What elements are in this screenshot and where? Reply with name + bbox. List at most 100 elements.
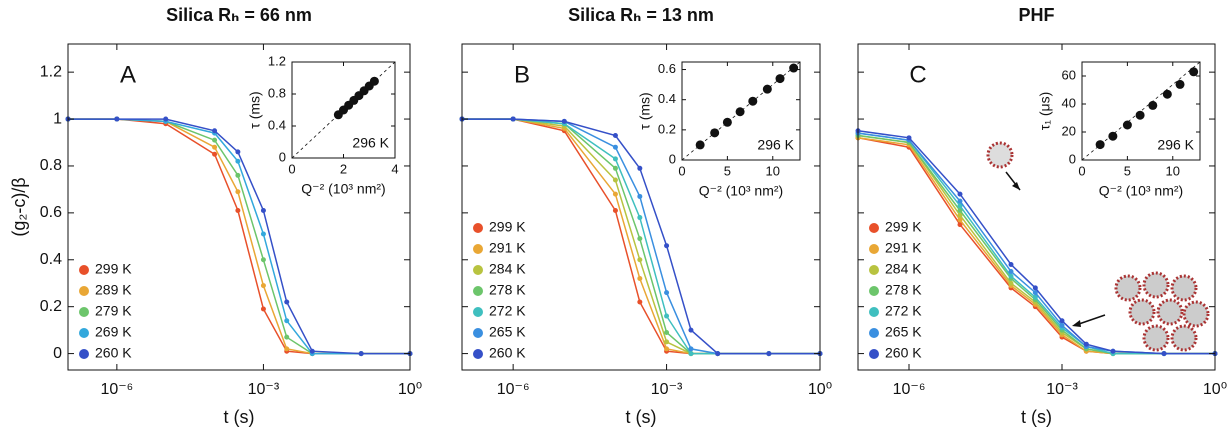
x-tick-label: 10⁻³ xyxy=(248,381,280,398)
y-tick-label: 0.4 xyxy=(268,117,286,132)
data-point xyxy=(789,63,799,73)
fit-line xyxy=(68,118,410,355)
y-tick-label: 0 xyxy=(53,345,62,362)
axes-box xyxy=(681,61,801,161)
panel-label: A xyxy=(120,61,136,88)
legend-label: 279 K xyxy=(95,303,132,319)
legend-label: 260 K xyxy=(489,345,526,361)
data-point xyxy=(1175,79,1185,89)
data-point xyxy=(637,165,643,171)
fit-line xyxy=(857,132,1215,355)
data-point xyxy=(612,165,618,171)
y-axis-label: τ₁ (μs) xyxy=(1037,92,1053,131)
data-point xyxy=(637,215,643,221)
y-tick-label: 0 xyxy=(1069,151,1076,166)
legend-marker xyxy=(869,286,879,296)
data-point xyxy=(358,351,364,357)
data-point xyxy=(957,208,963,214)
x-axis-label: t (s) xyxy=(1021,407,1052,427)
data-point xyxy=(260,257,266,263)
annotation: 296 K xyxy=(352,135,389,151)
data-point xyxy=(1032,290,1038,296)
data-point xyxy=(1162,89,1172,99)
data-point xyxy=(722,117,732,127)
data-point xyxy=(664,346,670,352)
data-point xyxy=(212,137,218,143)
data-point xyxy=(1083,341,1089,347)
data-point xyxy=(637,193,643,199)
legend-marker xyxy=(79,328,89,338)
legend-label: 260 K xyxy=(95,345,132,361)
legend-marker xyxy=(79,286,89,296)
x-tick-label: 0 xyxy=(1078,163,1085,178)
y-tick-label: 20 xyxy=(1062,123,1076,138)
data-point xyxy=(664,339,670,345)
data-point xyxy=(664,313,670,319)
data-point xyxy=(688,327,694,333)
data-point xyxy=(1122,120,1132,130)
legend-marker xyxy=(869,244,879,254)
x-axis-label: t (s) xyxy=(626,407,657,427)
data-point xyxy=(260,283,266,289)
data-point xyxy=(688,351,694,357)
arrow xyxy=(1075,314,1106,326)
arrowhead xyxy=(1072,320,1081,327)
legend-marker xyxy=(869,223,879,233)
data-point xyxy=(748,96,758,106)
legend-label: 278 K xyxy=(489,282,526,298)
data-point xyxy=(957,198,963,204)
y-tick-label: 0.2 xyxy=(40,298,62,315)
legend-marker xyxy=(473,265,483,275)
x-tick-label: 10⁰ xyxy=(1203,381,1227,398)
inset: 0 5 10 0 20 40 60 296 K Q⁻² (10³ nm²) τ₁ (μs) xyxy=(1037,61,1201,199)
data-point xyxy=(612,156,618,162)
legend-marker xyxy=(869,349,879,359)
chart-title: Silica Rₕ = 66 nm xyxy=(166,5,312,25)
data-point xyxy=(284,334,290,340)
data-point xyxy=(664,290,670,296)
data-point xyxy=(775,74,785,84)
y-axis-label: τ (ms) xyxy=(247,91,263,128)
x-tick-label: 10⁻⁶ xyxy=(893,381,926,398)
chart-title: Silica Rₕ = 13 nm xyxy=(568,5,714,25)
y-tick-label: 1 xyxy=(53,110,62,127)
legend-marker xyxy=(473,349,483,359)
data-point xyxy=(1110,348,1116,354)
data-point xyxy=(284,299,290,305)
data-point xyxy=(1161,351,1167,357)
data-point xyxy=(710,128,720,138)
fit-line xyxy=(462,118,820,355)
data-point xyxy=(1008,261,1014,267)
illustration xyxy=(986,141,1210,352)
legend-label: 299 K xyxy=(489,219,526,235)
annotation: 296 K xyxy=(757,137,794,153)
axes-box xyxy=(461,43,821,371)
data-point xyxy=(906,135,912,141)
legend-label: 278 K xyxy=(885,282,922,298)
data-point xyxy=(561,118,567,124)
x-axis-label: Q⁻² (10³ nm²) xyxy=(1099,183,1183,199)
data-point xyxy=(637,299,643,305)
data-point xyxy=(235,158,241,164)
x-tick-label: 5 xyxy=(1124,163,1131,178)
x-tick-label: 10⁻³ xyxy=(1046,381,1078,398)
data-point xyxy=(163,116,169,122)
data-point xyxy=(1059,318,1065,324)
legend-marker xyxy=(869,307,879,317)
legend-label: 299 K xyxy=(95,261,132,277)
panel: 299 K 291 K 284 K 278 K 272 K 265 K 260 K 10⁻⁶ 1… xyxy=(459,5,832,427)
data-point xyxy=(260,306,266,312)
data-point xyxy=(612,177,618,183)
legend-label: 260 K xyxy=(885,345,922,361)
y-axis-label: τ (ms) xyxy=(637,92,653,129)
data-point xyxy=(1135,110,1145,120)
data-point xyxy=(957,191,963,197)
data-point xyxy=(1148,100,1158,110)
fit-line xyxy=(68,118,410,355)
y-tick-label: 1.2 xyxy=(268,53,286,68)
data-point xyxy=(1189,67,1199,77)
legend-marker xyxy=(79,307,89,317)
legend-marker xyxy=(473,223,483,233)
cluster-icon xyxy=(1114,271,1210,352)
x-tick-label: 10 xyxy=(766,163,780,178)
